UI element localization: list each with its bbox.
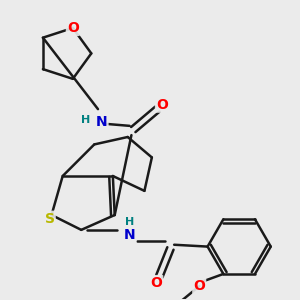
Text: H: H xyxy=(125,218,134,227)
Text: O: O xyxy=(150,276,162,290)
Text: N: N xyxy=(96,115,107,129)
Text: O: O xyxy=(156,98,168,112)
Text: O: O xyxy=(67,21,79,35)
Text: H: H xyxy=(81,115,90,125)
Text: S: S xyxy=(45,212,55,226)
Text: O: O xyxy=(193,279,205,293)
Text: N: N xyxy=(124,229,135,242)
